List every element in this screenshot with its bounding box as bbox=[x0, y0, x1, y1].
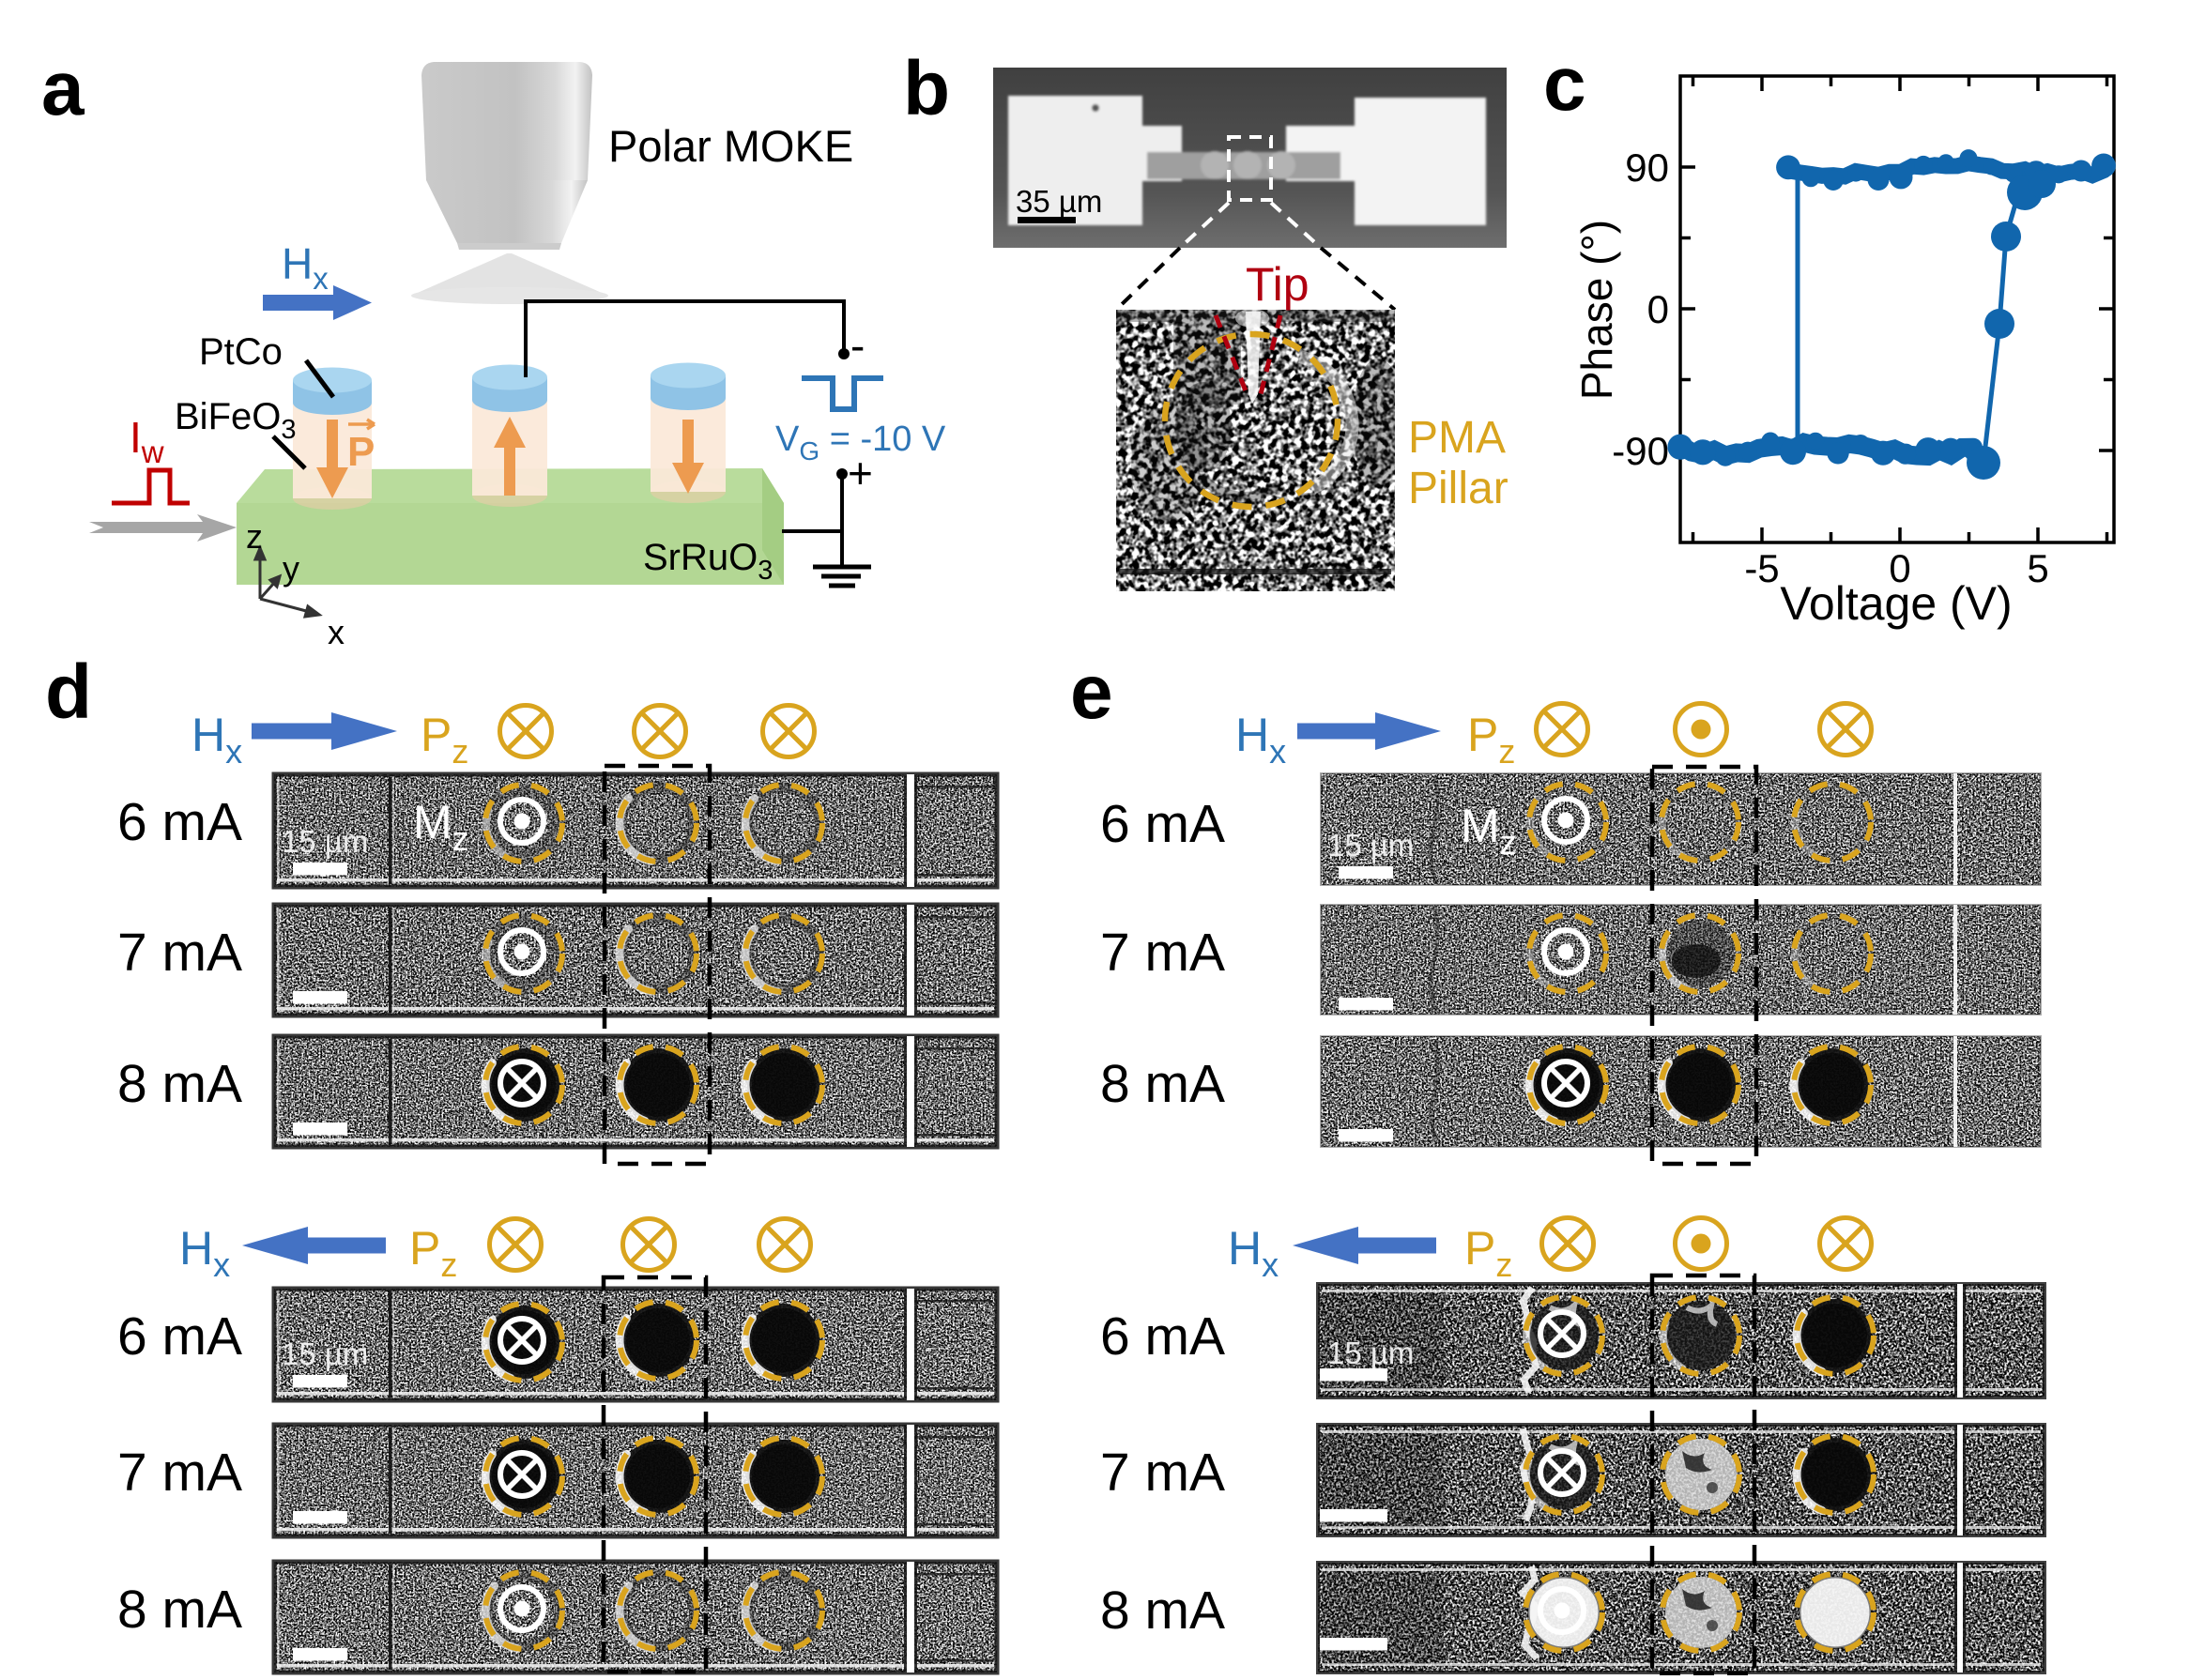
svg-text:Hx: Hx bbox=[1235, 709, 1286, 771]
svg-text:Hx: Hx bbox=[1228, 1222, 1279, 1284]
svg-text:-5: -5 bbox=[1744, 546, 1779, 590]
svg-text:b: b bbox=[903, 46, 950, 131]
svg-text:Phase (°): Phase (°) bbox=[1572, 220, 1621, 400]
svg-text:35 µm: 35 µm bbox=[1016, 184, 1102, 219]
svg-text:6 mA: 6 mA bbox=[117, 792, 242, 852]
svg-text:8 mA: 8 mA bbox=[117, 1580, 242, 1640]
svg-text:6 mA: 6 mA bbox=[117, 1306, 242, 1367]
svg-text:-: - bbox=[850, 321, 865, 370]
svg-text:15 µm: 15 µm bbox=[1327, 1336, 1414, 1370]
svg-text:5: 5 bbox=[2027, 546, 2048, 590]
svg-text:8 mA: 8 mA bbox=[1100, 1581, 1225, 1641]
svg-text:7 mA: 7 mA bbox=[1100, 1443, 1225, 1503]
svg-text:c: c bbox=[1543, 41, 1586, 127]
svg-text:a: a bbox=[41, 46, 85, 131]
svg-text:Pillar: Pillar bbox=[1408, 464, 1508, 513]
svg-text:PtCo: PtCo bbox=[199, 331, 283, 373]
svg-text:6 mA: 6 mA bbox=[1100, 1306, 1225, 1367]
svg-text:7 mA: 7 mA bbox=[117, 923, 242, 983]
svg-text:P: P bbox=[347, 429, 375, 475]
svg-text:0: 0 bbox=[1647, 287, 1669, 331]
svg-text:Iw: Iw bbox=[130, 413, 164, 469]
svg-text:z: z bbox=[246, 517, 263, 556]
svg-text:d: d bbox=[45, 649, 92, 735]
svg-text:0: 0 bbox=[1889, 546, 1910, 590]
svg-text:Polar MOKE: Polar MOKE bbox=[608, 121, 853, 171]
svg-text:15 µm: 15 µm bbox=[1327, 828, 1414, 863]
svg-text:Tip: Tip bbox=[1246, 258, 1309, 311]
svg-text:Mz: Mz bbox=[1461, 800, 1517, 862]
svg-text:7 mA: 7 mA bbox=[1100, 923, 1225, 983]
svg-text:x: x bbox=[328, 613, 345, 651]
svg-text:e: e bbox=[1070, 649, 1113, 735]
svg-text:Hx: Hx bbox=[191, 709, 242, 771]
svg-text:7 mA: 7 mA bbox=[117, 1443, 242, 1503]
svg-text:Voltage (V): Voltage (V) bbox=[1780, 577, 2012, 630]
svg-text:PMA: PMA bbox=[1408, 413, 1506, 463]
svg-text:8 mA: 8 mA bbox=[1100, 1054, 1225, 1114]
svg-text:6 mA: 6 mA bbox=[1100, 794, 1225, 854]
svg-text:90: 90 bbox=[1625, 145, 1669, 190]
svg-text:Pz: Pz bbox=[409, 1222, 457, 1284]
svg-text:y: y bbox=[283, 549, 299, 588]
svg-text:-90: -90 bbox=[1612, 429, 1669, 473]
svg-text:SrRuO3: SrRuO3 bbox=[643, 537, 773, 586]
svg-text:15 µm: 15 µm bbox=[282, 1336, 368, 1371]
svg-text:15 µm: 15 µm bbox=[282, 824, 368, 859]
svg-text:+: + bbox=[848, 449, 873, 497]
svg-text:8 mA: 8 mA bbox=[117, 1054, 242, 1114]
